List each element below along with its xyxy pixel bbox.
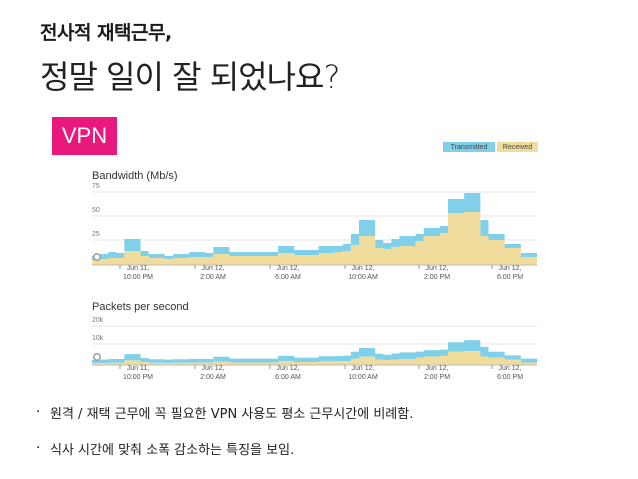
x-tick-label-line: 2:00 AM bbox=[200, 274, 226, 281]
slide-title: 정말 일이 잘 되었나요? bbox=[40, 58, 340, 96]
range-handle-icon[interactable] bbox=[93, 353, 101, 361]
slide-subtitle: 전사적 재택근무, bbox=[40, 22, 172, 44]
bullet-list: · 원격 / 재택 근무에 꼭 필요한 VPN 사용도 평소 근무시간에 비례함… bbox=[36, 400, 413, 472]
x-tick-label-line: 6:00 AM bbox=[275, 374, 301, 381]
bullet-item: · 식사 시간에 맞춰 소폭 감소하는 특징을 보임. bbox=[36, 436, 413, 460]
x-tick-label: Jun 12, 2:00 PM bbox=[424, 265, 450, 281]
y-tick-label: 50 bbox=[92, 207, 100, 214]
x-tick-label: Jun 12, 2:00 PM bbox=[424, 365, 450, 381]
x-tick-label-line: 10:00 PM bbox=[123, 374, 153, 381]
x-tick-label-line: 6:00 PM bbox=[497, 274, 523, 281]
x-tick-label: Jun 12, 10:00 AM bbox=[348, 365, 378, 381]
y-tick-label: 25 bbox=[92, 231, 100, 238]
legend-transmitted: Transmitted bbox=[443, 142, 495, 152]
packets-chart-title: Packets per second bbox=[92, 301, 189, 313]
x-tick-label: Jun 11, 10:00 PM bbox=[123, 365, 153, 381]
x-tick-label-line: Jun 12, bbox=[277, 365, 300, 372]
x-tick-label-line: Jun 12, bbox=[202, 265, 225, 272]
x-tick-label: Jun 12, 6:00 PM bbox=[497, 365, 523, 381]
x-tick-label: Jun 12, 6:00 AM bbox=[275, 265, 301, 281]
bandwidth-chart-title: Bandwidth (Mb/s) bbox=[92, 170, 178, 182]
x-tick-label: Jun 12, 6:00 AM bbox=[275, 365, 301, 381]
x-tick-label-line: Jun 12, bbox=[277, 265, 300, 272]
x-tick-label-line: 2:00 PM bbox=[424, 274, 450, 281]
x-tick-label-line: Jun 11, bbox=[127, 265, 149, 272]
series-area-received bbox=[92, 212, 537, 265]
x-tick-label-line: 6:00 PM bbox=[497, 374, 523, 381]
y-tick-label: 75 bbox=[92, 183, 100, 190]
x-tick-label: Jun 12, 6:00 PM bbox=[497, 265, 523, 281]
x-tick-label-line: Jun 12, bbox=[352, 265, 375, 272]
series-area-received bbox=[92, 351, 537, 365]
bullet-dot-icon: · bbox=[36, 404, 41, 420]
y-tick-label: 10k bbox=[92, 335, 104, 342]
x-tick-label-line: Jun 12, bbox=[352, 365, 375, 372]
x-tick-label-line: 2:00 PM bbox=[424, 374, 450, 381]
x-tick-label-line: Jun 12, bbox=[426, 365, 449, 372]
bullet-text: 원격 / 재택 근무에 꼭 필요한 VPN 사용도 평소 근무시간에 비례함. bbox=[50, 406, 414, 422]
x-tick-label: Jun 12, 10:00 AM bbox=[348, 265, 378, 281]
bullet-item: · 원격 / 재택 근무에 꼭 필요한 VPN 사용도 평소 근무시간에 비례함… bbox=[36, 400, 413, 424]
x-tick-label-line: Jun 12, bbox=[499, 365, 522, 372]
vpn-badge: VPN bbox=[52, 117, 117, 155]
x-tick-label-line: Jun 12, bbox=[499, 265, 522, 272]
x-tick-label: Jun 12, 2:00 AM bbox=[200, 265, 226, 281]
x-tick-label-line: Jun 12, bbox=[426, 265, 449, 272]
x-tick-label-line: 2:00 AM bbox=[200, 374, 226, 381]
x-tick-label-line: 6:00 AM bbox=[275, 274, 301, 281]
legend-received: Received bbox=[497, 142, 538, 152]
bullet-text: 식사 시간에 맞춰 소폭 감소하는 특징을 보임. bbox=[50, 442, 295, 458]
x-tick-label-line: 10:00 AM bbox=[348, 374, 378, 381]
x-tick-label-line: 10:00 AM bbox=[348, 274, 378, 281]
x-tick-label-line: Jun 12, bbox=[202, 365, 225, 372]
bullet-dot-icon: · bbox=[36, 440, 41, 456]
range-handle-icon[interactable] bbox=[93, 253, 101, 261]
x-tick-label: Jun 11, 10:00 PM bbox=[123, 265, 153, 281]
y-tick-label: 20k bbox=[92, 317, 104, 324]
x-tick-label-line: 10:00 PM bbox=[123, 274, 153, 281]
x-tick-label-line: Jun 11, bbox=[127, 365, 149, 372]
x-tick-label: Jun 12, 2:00 AM bbox=[200, 365, 226, 381]
